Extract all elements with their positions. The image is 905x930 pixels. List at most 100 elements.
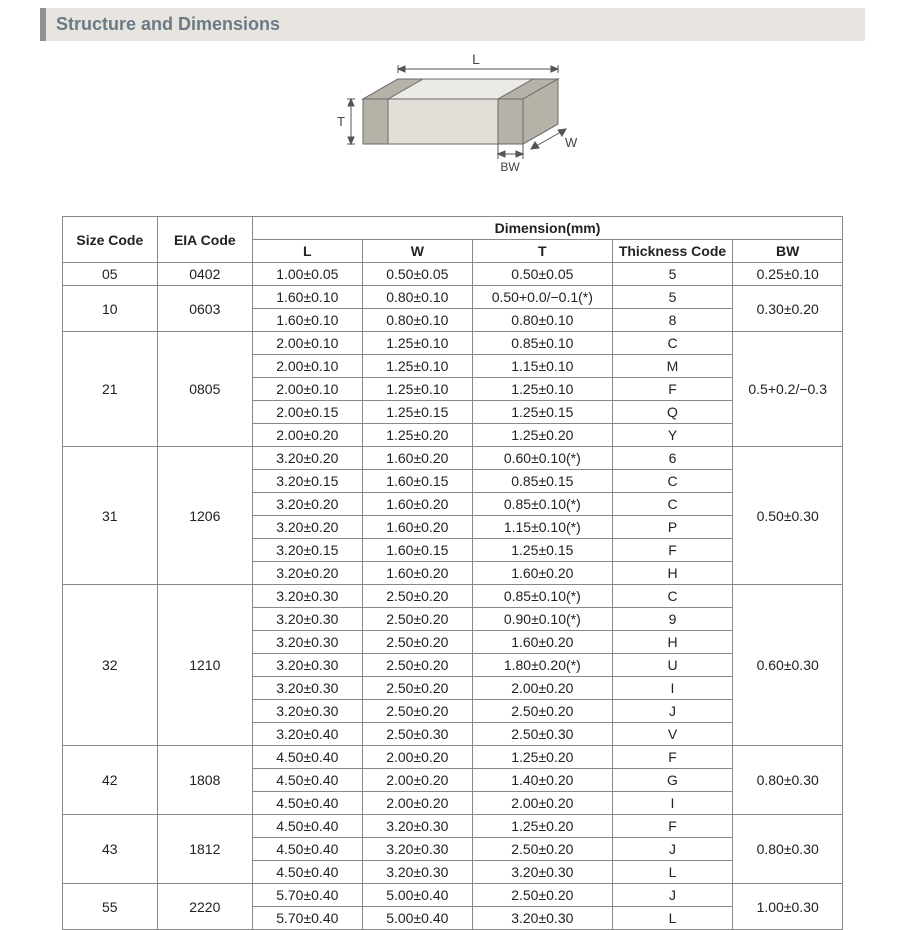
th-BW: BW: [733, 240, 843, 263]
cell-T: 2.50±0.20: [472, 884, 612, 907]
cell-T: 0.85±0.10(*): [472, 493, 612, 516]
cell-bw: 1.00±0.30: [733, 884, 843, 930]
cell-T: 3.20±0.30: [472, 861, 612, 884]
cell-L: 4.50±0.40: [252, 838, 362, 861]
cell-thickness-code: V: [612, 723, 732, 746]
cell-W: 2.50±0.20: [362, 631, 472, 654]
cell-thickness-code: 9: [612, 608, 732, 631]
cell-bw: 0.60±0.30: [733, 585, 843, 746]
table-row: 1006031.60±0.100.80±0.100.50+0.0/−0.1(*)…: [62, 286, 842, 309]
cell-bw: 0.25±0.10: [733, 263, 843, 286]
cell-L: 3.20±0.30: [252, 700, 362, 723]
cell-W: 1.60±0.20: [362, 516, 472, 539]
cell-L: 3.20±0.30: [252, 677, 362, 700]
cell-eia-code: 1812: [157, 815, 252, 884]
cell-T: 2.00±0.20: [472, 677, 612, 700]
cell-eia-code: 2220: [157, 884, 252, 930]
cell-T: 0.60±0.10(*): [472, 447, 612, 470]
th-T: T: [472, 240, 612, 263]
cell-W: 5.00±0.40: [362, 884, 472, 907]
cell-L: 2.00±0.10: [252, 355, 362, 378]
cell-L: 5.70±0.40: [252, 907, 362, 930]
th-W: W: [362, 240, 472, 263]
cell-thickness-code: P: [612, 516, 732, 539]
cell-thickness-code: J: [612, 700, 732, 723]
cell-L: 5.70±0.40: [252, 884, 362, 907]
cell-T: 0.50+0.0/−0.1(*): [472, 286, 612, 309]
cell-L: 4.50±0.40: [252, 815, 362, 838]
cell-size-code: 55: [62, 884, 157, 930]
cell-thickness-code: 5: [612, 263, 732, 286]
table-row: 3212103.20±0.302.50±0.200.85±0.10(*)C0.6…: [62, 585, 842, 608]
table-row: 2108052.00±0.101.25±0.100.85±0.10C0.5+0.…: [62, 332, 842, 355]
cell-L: 3.20±0.30: [252, 585, 362, 608]
cell-W: 2.00±0.20: [362, 746, 472, 769]
cell-thickness-code: C: [612, 332, 732, 355]
cell-L: 3.20±0.20: [252, 447, 362, 470]
cell-thickness-code: L: [612, 907, 732, 930]
cell-W: 1.60±0.15: [362, 470, 472, 493]
cell-L: 4.50±0.40: [252, 861, 362, 884]
cell-W: 1.25±0.10: [362, 378, 472, 401]
svg-text:T: T: [337, 114, 345, 129]
cell-T: 1.40±0.20: [472, 769, 612, 792]
cell-T: 0.85±0.15: [472, 470, 612, 493]
chip-diagram-svg: L W T: [313, 49, 593, 199]
cell-W: 1.25±0.20: [362, 424, 472, 447]
cell-T: 1.80±0.20(*): [472, 654, 612, 677]
cell-W: 1.60±0.15: [362, 539, 472, 562]
cell-L: 3.20±0.20: [252, 493, 362, 516]
cell-L: 3.20±0.30: [252, 608, 362, 631]
cell-L: 3.20±0.40: [252, 723, 362, 746]
svg-text:W: W: [565, 135, 578, 150]
cell-W: 1.60±0.20: [362, 447, 472, 470]
cell-W: 2.50±0.30: [362, 723, 472, 746]
cell-L: 3.20±0.15: [252, 539, 362, 562]
cell-L: 3.20±0.20: [252, 562, 362, 585]
cell-L: 1.60±0.10: [252, 309, 362, 332]
cell-W: 2.50±0.20: [362, 585, 472, 608]
cell-L: 2.00±0.20: [252, 424, 362, 447]
cell-thickness-code: I: [612, 677, 732, 700]
cell-T: 1.25±0.20: [472, 746, 612, 769]
cell-size-code: 32: [62, 585, 157, 746]
cell-T: 1.25±0.15: [472, 539, 612, 562]
cell-T: 0.85±0.10(*): [472, 585, 612, 608]
cell-size-code: 42: [62, 746, 157, 815]
cell-eia-code: 0402: [157, 263, 252, 286]
cell-T: 2.50±0.20: [472, 838, 612, 861]
cell-W: 2.50±0.20: [362, 654, 472, 677]
cell-L: 2.00±0.15: [252, 401, 362, 424]
cell-thickness-code: G: [612, 769, 732, 792]
cell-thickness-code: F: [612, 539, 732, 562]
cell-T: 0.50±0.05: [472, 263, 612, 286]
table-row: 0504021.00±0.050.50±0.050.50±0.0550.25±0…: [62, 263, 842, 286]
cell-W: 3.20±0.30: [362, 838, 472, 861]
table-row: 4318124.50±0.403.20±0.301.25±0.20F0.80±0…: [62, 815, 842, 838]
cell-T: 1.25±0.15: [472, 401, 612, 424]
cell-T: 2.50±0.30: [472, 723, 612, 746]
cell-size-code: 21: [62, 332, 157, 447]
cell-size-code: 05: [62, 263, 157, 286]
cell-thickness-code: 6: [612, 447, 732, 470]
cell-W: 0.80±0.10: [362, 309, 472, 332]
cell-W: 0.80±0.10: [362, 286, 472, 309]
cell-W: 1.25±0.10: [362, 355, 472, 378]
cell-size-code: 31: [62, 447, 157, 585]
cell-thickness-code: J: [612, 838, 732, 861]
cell-T: 1.15±0.10(*): [472, 516, 612, 539]
cell-thickness-code: L: [612, 861, 732, 884]
cell-size-code: 43: [62, 815, 157, 884]
cell-T: 1.25±0.20: [472, 815, 612, 838]
cell-thickness-code: 8: [612, 309, 732, 332]
cell-W: 5.00±0.40: [362, 907, 472, 930]
cell-thickness-code: C: [612, 470, 732, 493]
cell-thickness-code: U: [612, 654, 732, 677]
cell-W: 2.50±0.20: [362, 608, 472, 631]
cell-thickness-code: J: [612, 884, 732, 907]
cell-T: 2.50±0.20: [472, 700, 612, 723]
cell-T: 3.20±0.30: [472, 907, 612, 930]
cell-T: 1.25±0.20: [472, 424, 612, 447]
th-thickness: Thickness Code: [612, 240, 732, 263]
cell-T: 1.60±0.20: [472, 631, 612, 654]
